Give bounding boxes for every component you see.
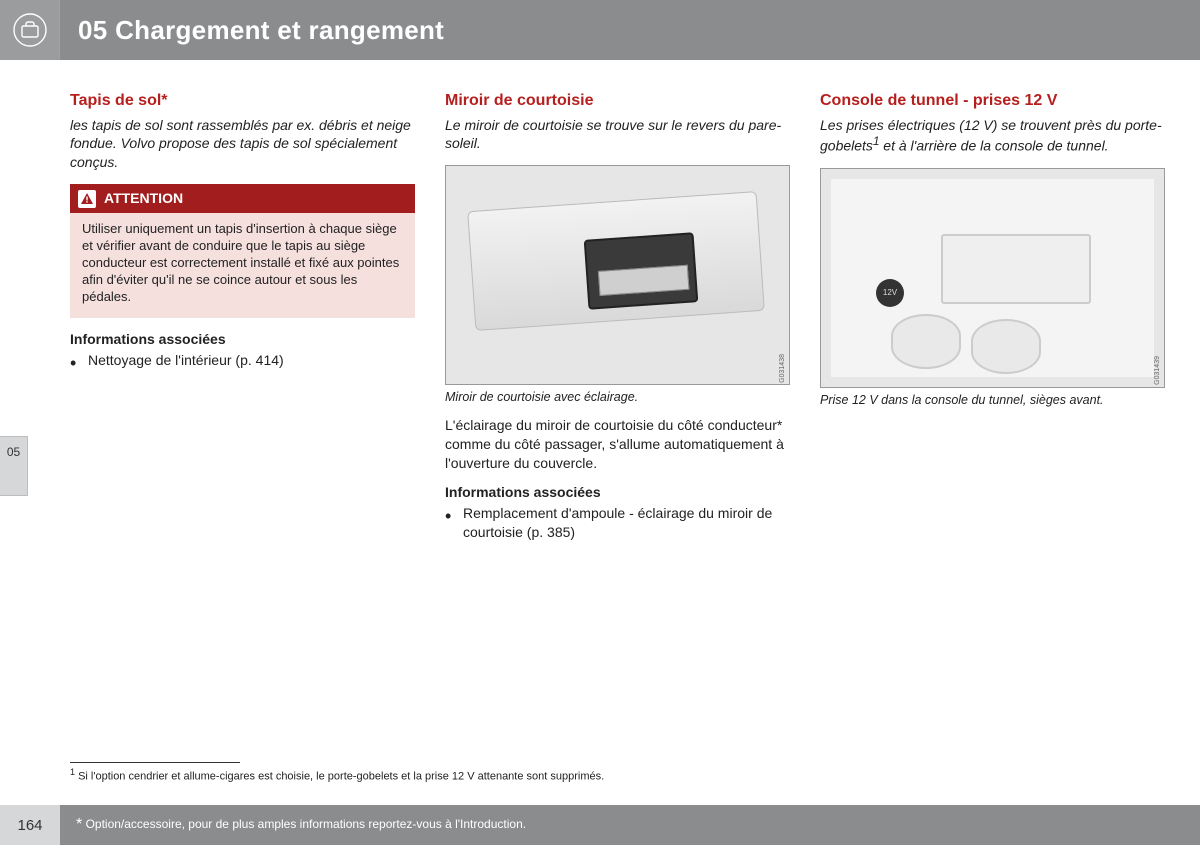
col3-intro-b: et à l'arrière de la console de tunnel. [879, 138, 1108, 154]
col3-intro: Les prises électriques (12 V) se trouven… [820, 116, 1165, 156]
col2-title: Miroir de courtoisie [445, 90, 790, 112]
col2-figure-ref: G031438 [778, 354, 787, 383]
col1-assoc-list: Nettoyage de l'intérieur (p. 414) [70, 351, 415, 370]
col1-intro: les tapis de sol sont rassemblés par ex.… [70, 116, 415, 173]
col3-figure: 12V G031439 [820, 168, 1165, 388]
col1-assoc-heading: Informations associées [70, 330, 415, 349]
warning-icon [78, 190, 96, 208]
socket-12v-icon: 12V [876, 279, 904, 307]
chapter-title: 05 Chargement et rangement [78, 15, 444, 46]
column-1: Tapis de sol* les tapis de sol sont rass… [70, 90, 415, 546]
footnote-rule [70, 762, 240, 763]
col1-title: Tapis de sol* [70, 90, 415, 112]
page-number: 164 [0, 805, 60, 845]
attention-box: ATTENTION Utiliser uniquement un tapis d… [70, 184, 415, 317]
footer-note: Option/accessoire, pour de plus amples i… [82, 817, 526, 831]
chapter-icon [0, 0, 60, 60]
col2-assoc-heading: Informations associées [445, 483, 790, 502]
col3-figure-ref: G031439 [1153, 356, 1162, 385]
page-content: Tapis de sol* les tapis de sol sont rass… [70, 90, 1170, 546]
column-3: Console de tunnel - prises 12 V Les pris… [820, 90, 1165, 546]
footer-text: * Option/accessoire, pour de plus amples… [76, 816, 526, 834]
footnote-text: Si l'option cendrier et allume-cigares e… [75, 771, 604, 783]
col2-figure: G031438 [445, 165, 790, 385]
col2-assoc-item: Remplacement d'ampoule - éclairage du mi… [463, 504, 790, 542]
side-tab-label: 05 [7, 445, 20, 459]
footer-bar: 164 * Option/accessoire, pour de plus am… [0, 805, 1200, 845]
chapter-title-text: Chargement et rangement [115, 15, 444, 45]
col2-caption: Miroir de courtoisie avec éclairage. [445, 389, 790, 406]
col2-assoc-list: Remplacement d'ampoule - éclairage du mi… [445, 504, 790, 542]
chapter-header: 05 Chargement et rangement [0, 0, 1200, 60]
col2-intro: Le miroir de courtoisie se trouve sur le… [445, 116, 790, 154]
col3-caption: Prise 12 V dans la console du tunnel, si… [820, 392, 1165, 409]
footnote: 1 Si l'option cendrier et allume-cigares… [70, 767, 1120, 783]
attention-body: Utiliser uniquement un tapis d'insertion… [70, 213, 415, 317]
col3-title: Console de tunnel - prises 12 V [820, 90, 1165, 112]
col2-body: L'éclairage du miroir de courtoisie du c… [445, 416, 790, 473]
chapter-number-text: 05 [78, 15, 108, 45]
side-tab: 05 [0, 436, 28, 496]
attention-label: ATTENTION [104, 189, 183, 208]
briefcase-icon [13, 13, 47, 47]
column-2: Miroir de courtoisie Le miroir de courto… [445, 90, 790, 546]
col1-assoc-item: Nettoyage de l'intérieur (p. 414) [88, 351, 415, 370]
attention-header: ATTENTION [70, 184, 415, 213]
